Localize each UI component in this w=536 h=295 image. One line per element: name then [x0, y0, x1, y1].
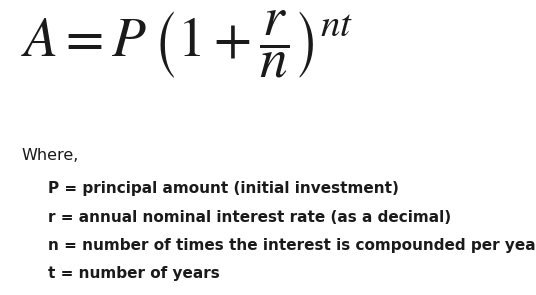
Text: P = principal amount (initial investment): P = principal amount (initial investment… — [48, 181, 399, 196]
Text: Where,: Where, — [21, 148, 79, 163]
Text: t = number of years: t = number of years — [48, 266, 220, 281]
Text: r = annual nominal interest rate (as a decimal): r = annual nominal interest rate (as a d… — [48, 210, 451, 225]
Text: $\mathit{A} = \mathit{P}\,\left(1 + \dfrac{r}{n}\right)^{nt}$: $\mathit{A} = \mathit{P}\,\left(1 + \dfr… — [21, 9, 354, 81]
Text: n = number of times the interest is compounded per year: n = number of times the interest is comp… — [48, 238, 536, 253]
